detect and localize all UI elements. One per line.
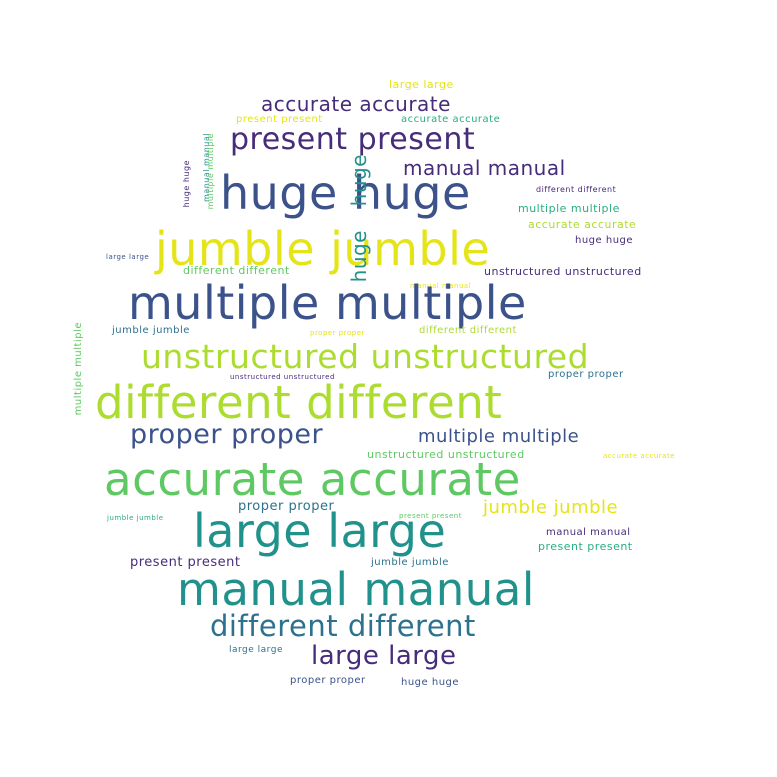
word: accurate accurate bbox=[401, 114, 501, 125]
word: jumble jumble bbox=[371, 557, 449, 568]
word: huge huge bbox=[575, 235, 634, 246]
word: proper proper bbox=[310, 329, 365, 337]
word: proper proper bbox=[238, 499, 335, 514]
word: different different bbox=[536, 185, 617, 194]
word: different different bbox=[419, 325, 517, 336]
word: present present bbox=[538, 540, 633, 553]
word: jumble jumble bbox=[112, 325, 190, 336]
word: jumble jumble bbox=[107, 514, 164, 522]
word: huge huge bbox=[401, 677, 460, 688]
word: huge huge bbox=[220, 166, 471, 220]
word: huge bbox=[347, 154, 371, 207]
word: manual manual bbox=[410, 282, 472, 290]
word: manual manual bbox=[403, 156, 566, 180]
word: multiple multiple bbox=[418, 426, 580, 447]
word: unstructured unstructured bbox=[367, 448, 525, 461]
word: different different bbox=[210, 609, 476, 643]
word: accurate accurate bbox=[528, 218, 637, 231]
word: unstructured unstructured bbox=[484, 265, 642, 278]
word: large large bbox=[106, 253, 150, 261]
word: present present bbox=[130, 555, 241, 570]
word: large large bbox=[311, 641, 457, 671]
word: unstructured unstructured bbox=[141, 337, 590, 376]
word: huge huge bbox=[182, 160, 191, 208]
word: accurate accurate bbox=[603, 452, 676, 460]
word: manual manual bbox=[546, 527, 631, 538]
word: proper proper bbox=[130, 419, 324, 450]
word: different different bbox=[95, 376, 503, 429]
word: large large bbox=[229, 645, 283, 655]
word: multiple multiple bbox=[518, 202, 620, 215]
word: manual manual bbox=[177, 563, 535, 616]
word: present present bbox=[236, 114, 323, 125]
word: jumble jumble bbox=[155, 222, 491, 276]
word: huge bbox=[347, 230, 371, 283]
word: multiple multiple bbox=[206, 133, 215, 210]
word: different different bbox=[183, 264, 290, 277]
word: proper proper bbox=[548, 369, 624, 380]
word: large large bbox=[389, 78, 454, 91]
word: large large bbox=[193, 504, 447, 558]
word: jumble jumble bbox=[483, 497, 619, 518]
word: accurate accurate bbox=[261, 92, 451, 116]
word: accurate accurate bbox=[104, 453, 521, 506]
word: multiple multiple bbox=[128, 276, 527, 330]
word: present present bbox=[399, 512, 462, 520]
word: proper proper bbox=[290, 675, 366, 686]
word: present present bbox=[230, 122, 476, 157]
word: unstructured unstructured bbox=[230, 373, 335, 381]
